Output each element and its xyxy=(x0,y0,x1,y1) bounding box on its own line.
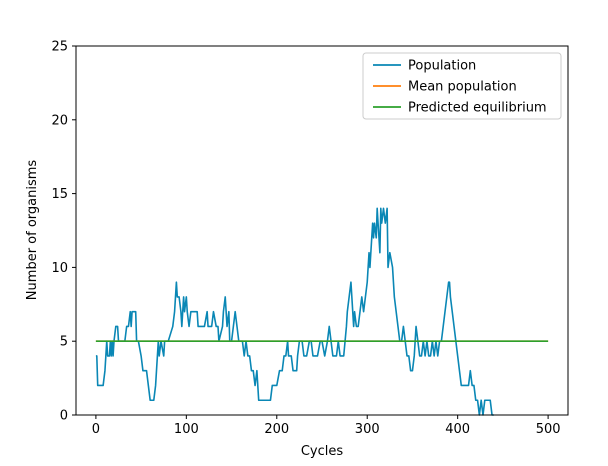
series-layer xyxy=(95,207,549,416)
series-line-1 xyxy=(95,207,494,416)
axes-frame xyxy=(75,45,569,416)
x-tick-label: 500 xyxy=(536,422,561,437)
legend: Population Mean population Predicted equil… xyxy=(362,52,562,120)
axes-layer xyxy=(75,45,569,416)
legend-label-1: Population xyxy=(408,59,476,74)
y-tick-label: 5 xyxy=(60,335,68,350)
legend-label-3: Predicted equilibrium xyxy=(408,101,547,116)
y-axis-label: Number of organisms xyxy=(25,160,40,301)
x-axis-label: Cycles xyxy=(301,444,344,459)
y-tick-label: 10 xyxy=(51,261,68,276)
x-tick-label: 100 xyxy=(174,422,199,437)
y-tick-label: 0 xyxy=(60,409,68,424)
y-tick-label: 15 xyxy=(51,187,68,202)
y-axis-ticks: 0 5 10 15 20 25 xyxy=(51,40,76,424)
x-tick-label: 200 xyxy=(264,422,289,437)
legend-box xyxy=(362,52,562,120)
x-tick-label: 0 xyxy=(92,422,100,437)
legend-label-2: Mean population xyxy=(408,80,517,95)
x-tick-label: 400 xyxy=(445,422,470,437)
y-tick-label: 25 xyxy=(51,40,68,55)
y-tick-label: 20 xyxy=(51,113,68,128)
x-tick-label: 300 xyxy=(355,422,380,437)
x-axis-ticks: 0 100 200 300 400 500 xyxy=(92,415,561,437)
